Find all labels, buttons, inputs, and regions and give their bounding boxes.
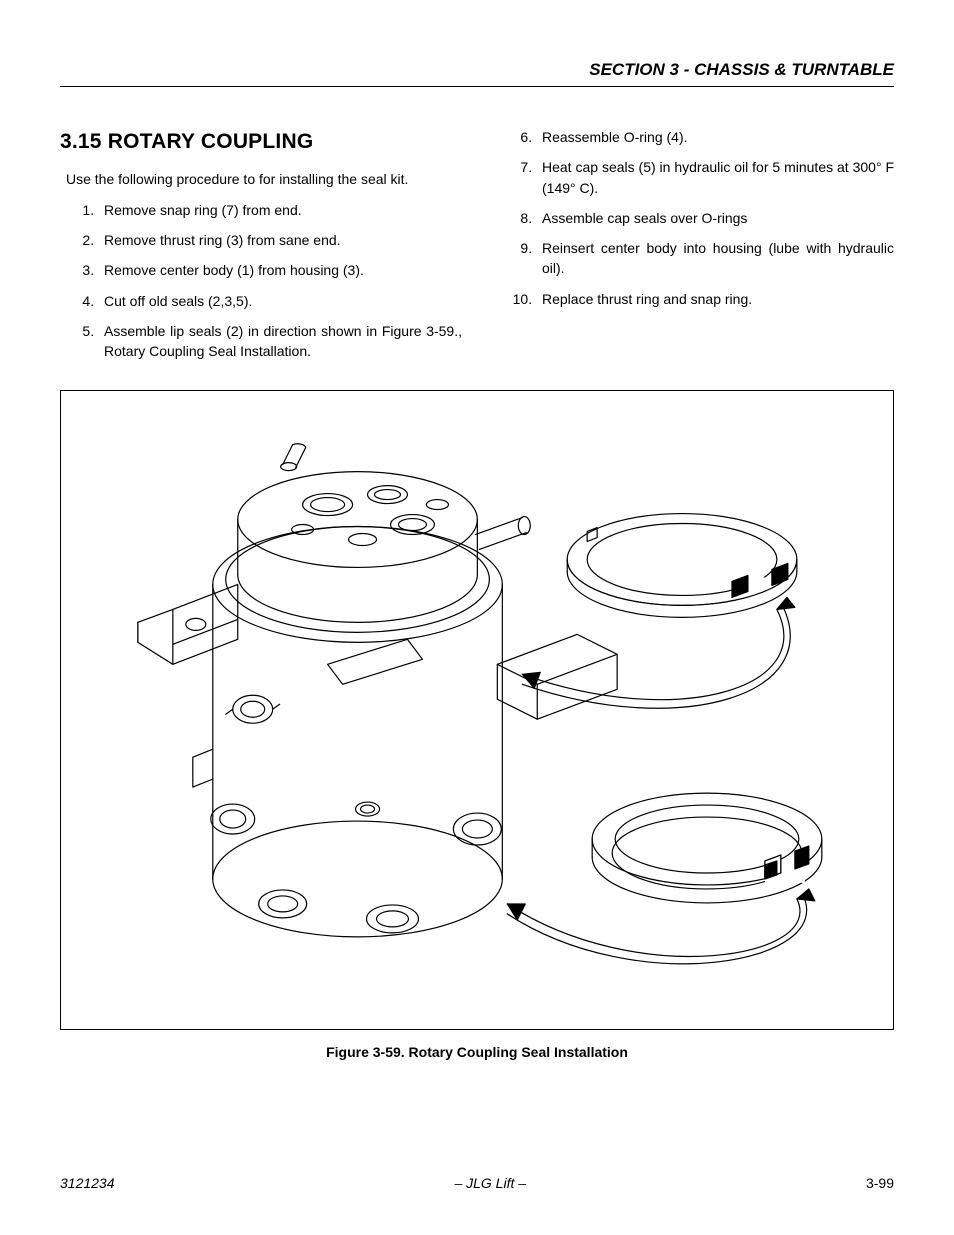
left-column: 3.15 ROTARY COUPLING Use the following p… — [60, 127, 462, 372]
step-item: Assemble cap seals over O-rings — [536, 208, 894, 228]
footer-doc-number: 3121234 — [60, 1175, 115, 1191]
figure-caption: Figure 3-59. Rotary Coupling Seal Instal… — [60, 1044, 894, 1060]
intro-text: Use the following procedure to for insta… — [66, 169, 462, 189]
step-item: Reassemble O-ring (4). — [536, 127, 894, 147]
rotary-coupling-diagram — [78, 403, 877, 1015]
steps-right: Reassemble O-ring (4). Heat cap seals (5… — [492, 127, 894, 309]
section-title: 3.15 ROTARY COUPLING — [60, 127, 462, 157]
steps-left: Remove snap ring (7) from end. Remove th… — [60, 200, 462, 362]
footer-page-number: 3-99 — [866, 1175, 894, 1191]
step-item: Remove snap ring (7) from end. — [98, 200, 462, 220]
page-footer: 3121234 – JLG Lift – 3-99 — [60, 1175, 894, 1191]
step-item: Cut off old seals (2,3,5). — [98, 291, 462, 311]
section-name: ROTARY COUPLING — [108, 130, 314, 153]
step-item: Replace thrust ring and snap ring. — [536, 289, 894, 309]
footer-brand: – JLG Lift – — [454, 1175, 526, 1191]
right-column: Reassemble O-ring (4). Heat cap seals (5… — [492, 127, 894, 372]
section-number: 3.15 — [60, 130, 102, 153]
step-item: Heat cap seals (5) in hydraulic oil for … — [536, 157, 894, 198]
section-header: SECTION 3 - CHASSIS & TURNTABLE — [60, 60, 894, 87]
step-item: Assemble lip seals (2) in direction show… — [98, 321, 462, 362]
figure-container — [60, 390, 894, 1030]
step-item: Reinsert center body into housing (lube … — [536, 238, 894, 279]
content-columns: 3.15 ROTARY COUPLING Use the following p… — [60, 127, 894, 372]
step-item: Remove center body (1) from housing (3). — [98, 260, 462, 280]
step-item: Remove thrust ring (3) from sane end. — [98, 230, 462, 250]
